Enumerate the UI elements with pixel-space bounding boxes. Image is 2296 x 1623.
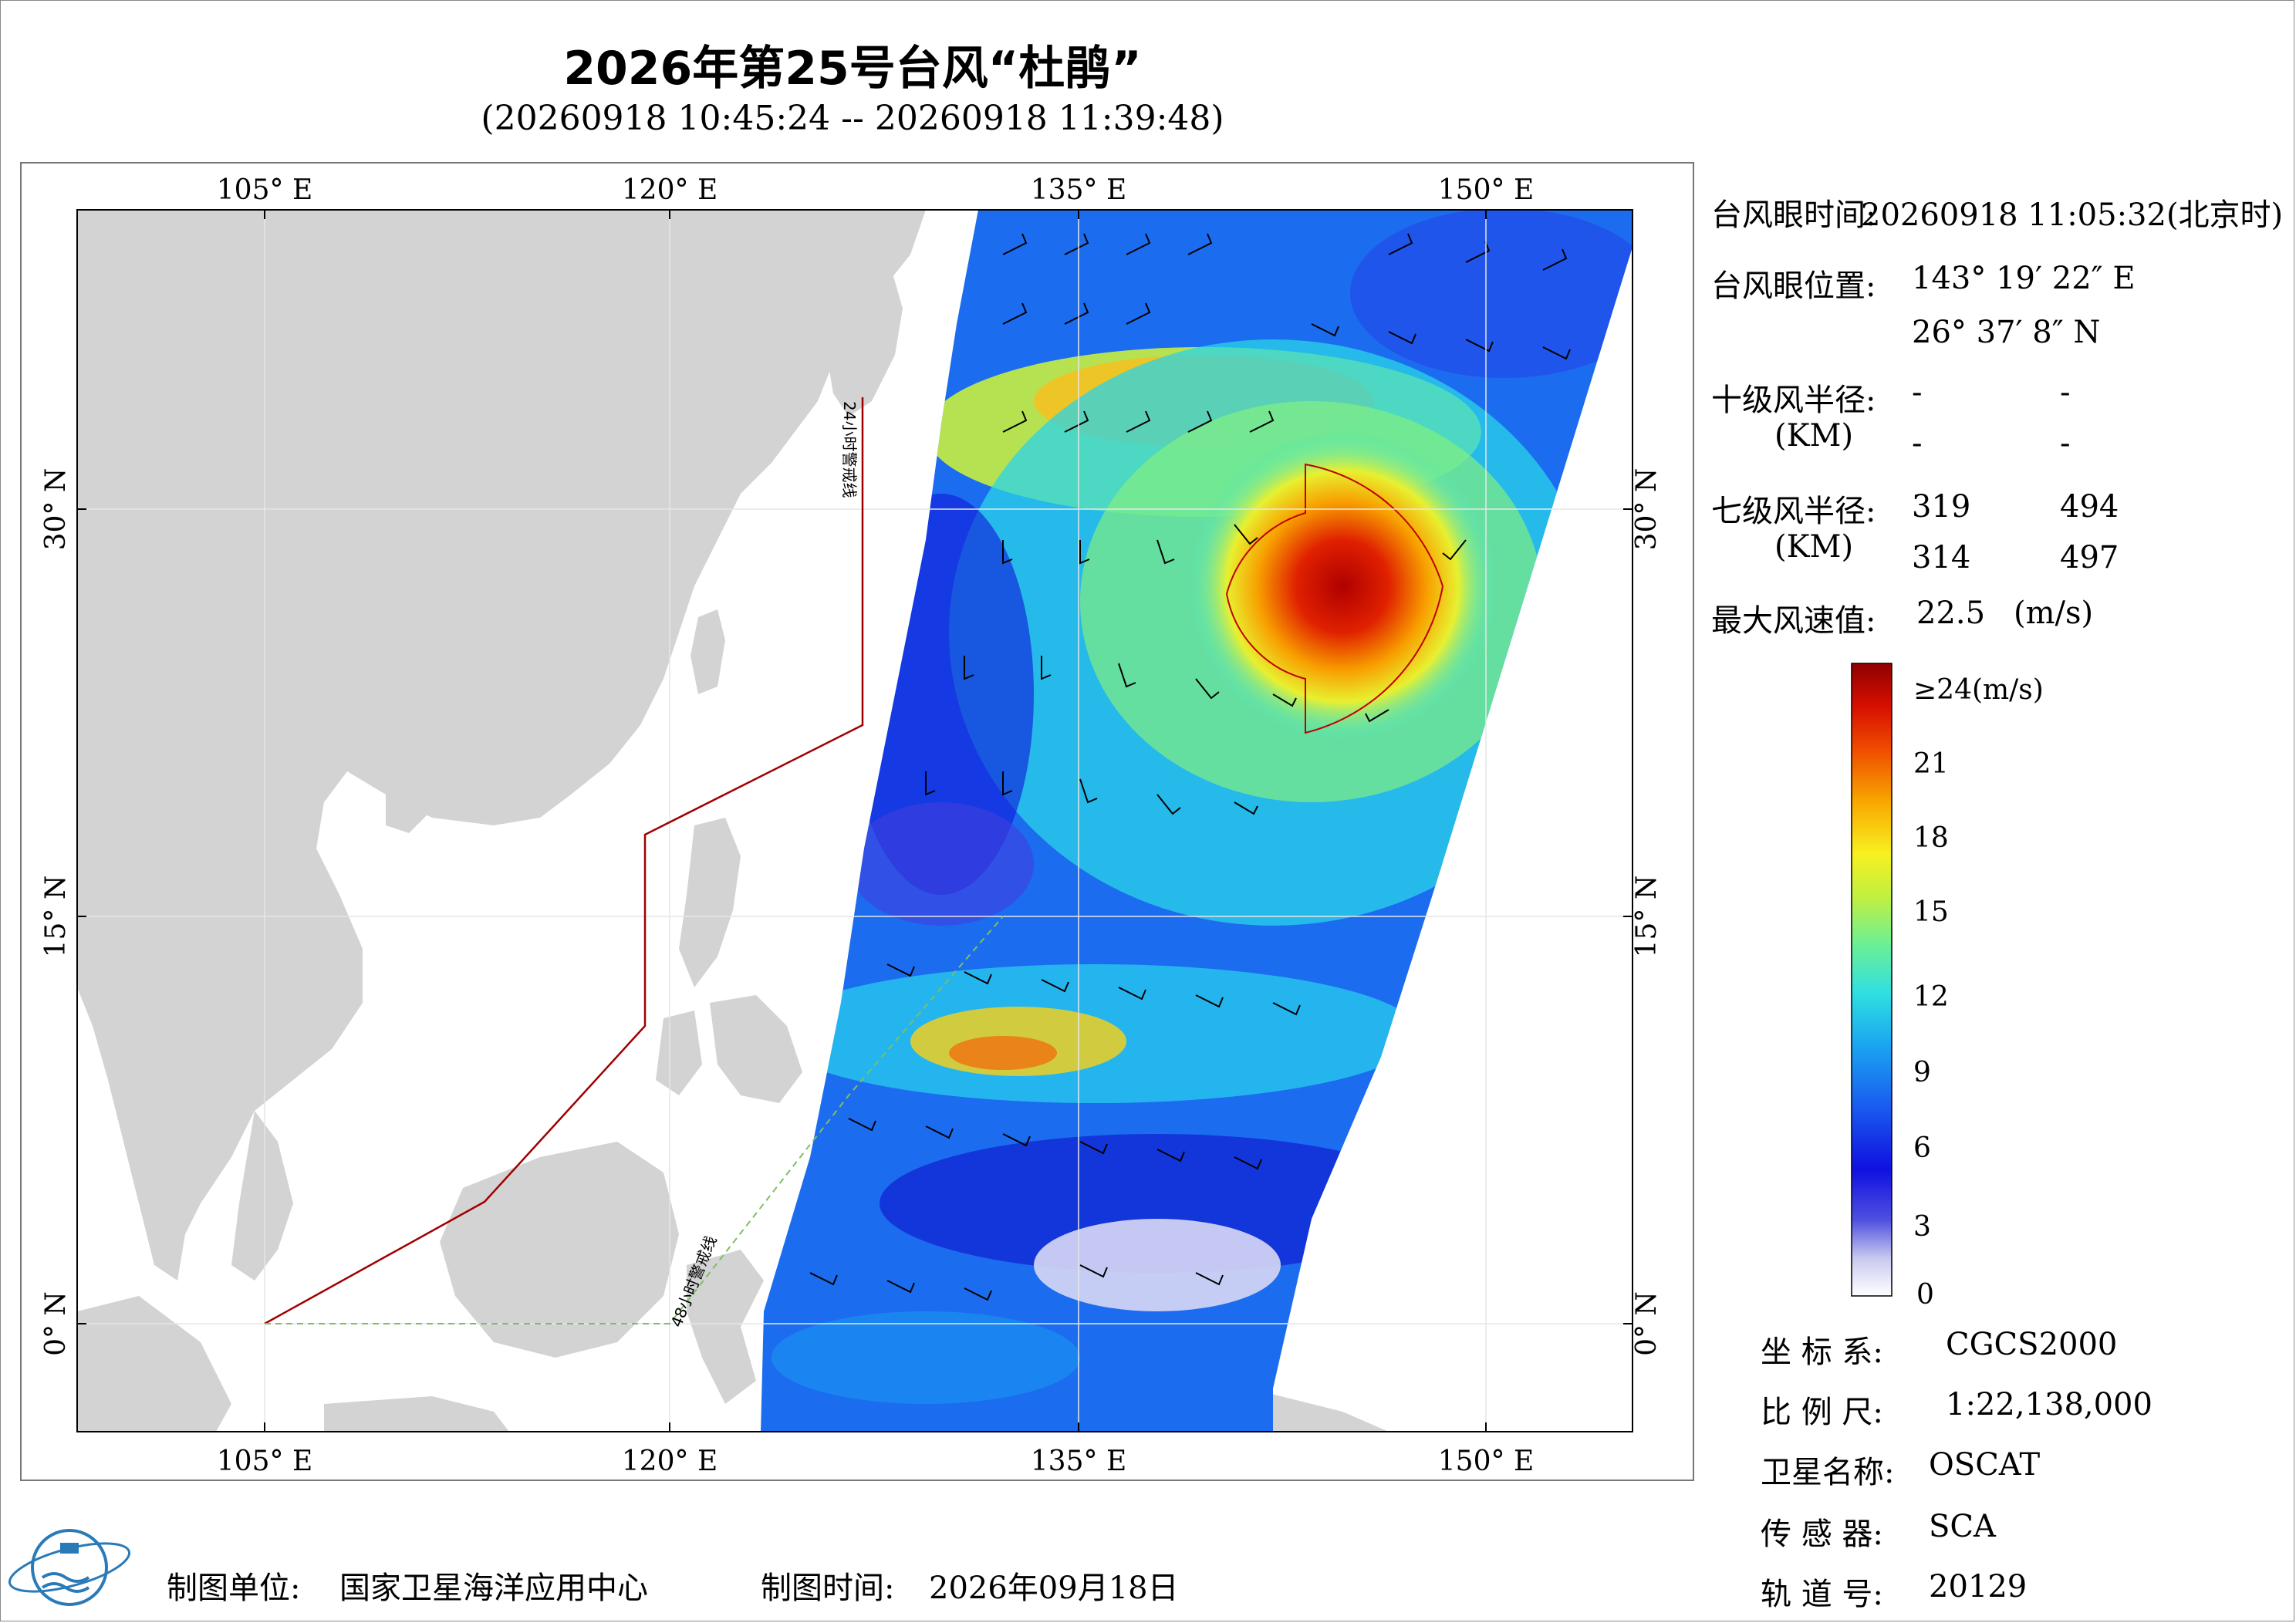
soa-logo bbox=[8, 1529, 131, 1606]
colorbar-tick-15: 15 bbox=[1913, 896, 1949, 928]
eye-time-label: 台风眼时间: bbox=[1711, 197, 1876, 233]
eye-lat: 26° 37′ 8″ N bbox=[1912, 315, 2101, 350]
colorbar-tick-6: 6 bbox=[1913, 1132, 1931, 1164]
lat-label-right-0: 0° N bbox=[1631, 1291, 1663, 1356]
lat-label-left-0: 0° N bbox=[40, 1291, 72, 1356]
eye-pos-label: 台风眼位置: bbox=[1711, 268, 1876, 304]
max-wind-label: 最大风速值: bbox=[1711, 603, 1876, 639]
r7-label: 七级风半径: bbox=[1711, 494, 1876, 529]
colorbar-tick-0: 0 bbox=[1916, 1279, 1934, 1311]
r7-unit: (KM) bbox=[1774, 529, 1854, 565]
date-label: 制图时间: bbox=[761, 1571, 895, 1606]
sensor-value: SCA bbox=[1929, 1509, 1996, 1544]
crs-value: CGCS2000 bbox=[1946, 1327, 2118, 1362]
r7-value-ne: 319 bbox=[1912, 489, 1971, 525]
r10-value-ne: - bbox=[1912, 375, 1923, 410]
r10-value-se: - bbox=[2060, 375, 2071, 410]
lon-label-top-120: 120° E bbox=[622, 174, 718, 206]
lon-label-top-150: 150° E bbox=[1438, 174, 1534, 206]
sensor-label: 传 感 器: bbox=[1761, 1517, 1883, 1552]
r7-value-sw: 314 bbox=[1912, 540, 1971, 575]
r7-value-se: 494 bbox=[2060, 489, 2119, 525]
orbit-label: 轨 道 号: bbox=[1761, 1577, 1883, 1612]
eye-lon: 143° 19′ 22″ E bbox=[1912, 261, 2136, 296]
colorbar bbox=[1851, 663, 1893, 1297]
map-inner-frame bbox=[76, 209, 1633, 1432]
date-value: 2026年09月18日 bbox=[929, 1571, 1179, 1606]
map-frame bbox=[20, 162, 1694, 1481]
scale-label: 比 例 尺: bbox=[1761, 1395, 1883, 1430]
warning-line-48h bbox=[265, 916, 1004, 1324]
lat-label-right-30: 30° N bbox=[1631, 468, 1663, 551]
colorbar-tick-18: 18 bbox=[1913, 822, 1949, 854]
lon-label-top-105: 105° E bbox=[217, 174, 312, 206]
lon-label-top-135: 135° E bbox=[1031, 174, 1126, 206]
max-wind-unit: (m/s) bbox=[2014, 596, 2094, 631]
colorbar-tick-21: 21 bbox=[1913, 748, 1949, 780]
colorbar-tick-24: ≥24(m/s) bbox=[1913, 674, 2044, 706]
colorbar-tick-9: 9 bbox=[1913, 1057, 1931, 1088]
eye-time-value: 20260918 11:05:32(北京时) bbox=[1861, 197, 2284, 233]
lat-label-left-15: 15° N bbox=[40, 876, 72, 958]
r10-unit: (KM) bbox=[1774, 418, 1854, 454]
axis-ticks bbox=[77, 210, 1633, 1432]
warning-line-24h bbox=[264, 397, 864, 1325]
satellite-label: 卫星名称: bbox=[1761, 1455, 1895, 1490]
org-label: 制图单位: bbox=[167, 1571, 301, 1606]
scale-value: 1:22,138,000 bbox=[1946, 1387, 2152, 1422]
lon-label-bottom-135: 135° E bbox=[1031, 1446, 1126, 1477]
orbit-value: 20129 bbox=[1929, 1569, 2028, 1604]
crs-label: 坐 标 系: bbox=[1761, 1335, 1883, 1370]
r7-value-nw: 497 bbox=[2060, 540, 2119, 575]
graticule bbox=[77, 210, 1633, 1432]
map-subtitle: (20260918 10:45:24 -- 20260918 11:39:48) bbox=[481, 99, 1224, 138]
r10-value-nw: - bbox=[2060, 426, 2071, 461]
land-masses bbox=[77, 210, 1389, 1432]
org-value: 国家卫星海洋应用中心 bbox=[339, 1571, 648, 1606]
lat-label-right-15: 15° N bbox=[1631, 876, 1663, 958]
colorbar-tick-12: 12 bbox=[1913, 981, 1949, 1013]
colorbar-tick-3: 3 bbox=[1913, 1211, 1931, 1243]
wind-barbs bbox=[809, 233, 1571, 1301]
max-wind-value: 22.5 bbox=[1916, 596, 1986, 631]
satellite-value: OSCAT bbox=[1929, 1447, 2041, 1483]
r10-value-sw: - bbox=[1912, 426, 1923, 461]
lon-label-bottom-105: 105° E bbox=[217, 1446, 312, 1477]
map-title: 2026年第25号台风“杜鹃” bbox=[563, 42, 1142, 96]
r10-label: 十级风半径: bbox=[1711, 383, 1876, 418]
lon-label-bottom-120: 120° E bbox=[622, 1446, 718, 1477]
wind-radius-7 bbox=[1225, 463, 1444, 734]
lat-label-left-30: 30° N bbox=[40, 468, 72, 551]
warning-label-24h: 24小时警戒线 bbox=[840, 401, 859, 498]
lon-label-bottom-150: 150° E bbox=[1438, 1446, 1534, 1477]
